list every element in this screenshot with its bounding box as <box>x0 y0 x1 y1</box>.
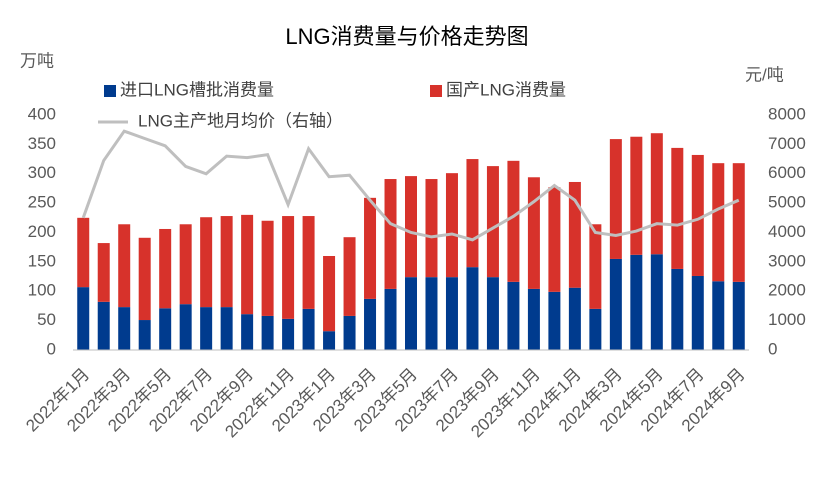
y-tick-label: 200 <box>28 222 56 241</box>
bar <box>630 136 643 255</box>
bar <box>445 173 458 278</box>
bar <box>445 277 458 350</box>
bar <box>220 307 233 350</box>
y2-tick-label: 0 <box>768 339 777 358</box>
y2-tick-label: 8000 <box>768 104 806 123</box>
bar <box>97 243 110 302</box>
bar <box>589 224 602 309</box>
bar <box>405 277 417 350</box>
bar <box>282 318 295 350</box>
bar <box>118 224 131 308</box>
bar <box>261 315 274 350</box>
bar <box>179 224 192 305</box>
y-axis-label: 万吨 <box>20 51 54 70</box>
bar <box>732 163 745 282</box>
y2-tick-label: 1000 <box>768 310 806 329</box>
bar <box>712 281 725 350</box>
y2-axis-label: 元/吨 <box>745 65 784 84</box>
bar <box>548 187 561 292</box>
bar <box>282 216 295 319</box>
bar <box>261 220 274 316</box>
bar <box>527 288 540 350</box>
bar <box>200 217 213 308</box>
bar <box>691 275 704 350</box>
bar <box>425 277 438 350</box>
y2-tick-label: 3000 <box>768 251 806 270</box>
bar <box>527 177 540 289</box>
legend-label: 国产LNG消费量 <box>446 80 566 99</box>
bar <box>507 281 520 350</box>
bar <box>650 254 663 350</box>
bar <box>323 256 336 332</box>
bar <box>589 308 602 350</box>
bar <box>97 301 110 350</box>
y2-tick-label: 2000 <box>768 281 806 300</box>
bar <box>650 133 663 255</box>
y2-tick-label: 7000 <box>768 134 806 153</box>
bar <box>77 217 90 288</box>
bar <box>507 160 520 282</box>
bar <box>486 277 499 350</box>
bar <box>609 258 622 350</box>
line <box>81 129 740 242</box>
y-tick-label: 250 <box>28 193 56 212</box>
legend-label: LNG主产地月均价（右轴） <box>138 111 343 130</box>
bar <box>425 179 438 278</box>
bar <box>138 320 151 350</box>
bar <box>486 166 499 278</box>
bar <box>466 267 479 350</box>
bar <box>568 287 581 350</box>
bar <box>179 304 192 350</box>
y-tick-label: 0 <box>47 339 56 358</box>
y-tick-label: 150 <box>28 251 56 270</box>
legend-swatch <box>430 85 442 97</box>
y-tick-label: 400 <box>28 104 56 123</box>
bar <box>609 139 622 259</box>
bar <box>405 176 417 278</box>
bar <box>732 281 745 350</box>
bar <box>302 308 315 350</box>
chart-title: LNG消费量与价格走势图 <box>285 24 528 49</box>
bar <box>712 163 725 282</box>
y2-tick-label: 4000 <box>768 222 806 241</box>
bar <box>343 315 356 350</box>
legend-label: 进口LNG槽批消费量 <box>120 80 274 99</box>
bar <box>323 331 336 350</box>
y-tick-label: 50 <box>37 310 56 329</box>
bar <box>77 287 90 350</box>
bar <box>691 154 704 276</box>
bar <box>568 181 581 288</box>
bar <box>548 291 561 350</box>
bar <box>302 216 315 309</box>
y-tick-label: 350 <box>28 134 56 153</box>
bar <box>118 307 131 350</box>
bar <box>630 254 643 350</box>
bar <box>159 228 172 309</box>
bar <box>466 159 479 268</box>
bar <box>384 179 397 289</box>
y-tick-label: 100 <box>28 281 56 300</box>
bar <box>671 147 684 269</box>
bar <box>241 214 254 315</box>
bar <box>384 288 397 350</box>
bar <box>138 237 151 321</box>
bar <box>159 308 172 350</box>
bar <box>364 298 377 350</box>
bar <box>343 237 356 316</box>
legend-swatch <box>104 85 116 97</box>
y-tick-label: 300 <box>28 163 56 182</box>
y2-tick-label: 5000 <box>768 193 806 212</box>
bar <box>241 314 254 350</box>
bar <box>364 197 377 299</box>
bar <box>671 268 684 350</box>
bar <box>220 216 233 308</box>
y2-tick-label: 6000 <box>768 163 806 182</box>
bar <box>200 307 213 350</box>
